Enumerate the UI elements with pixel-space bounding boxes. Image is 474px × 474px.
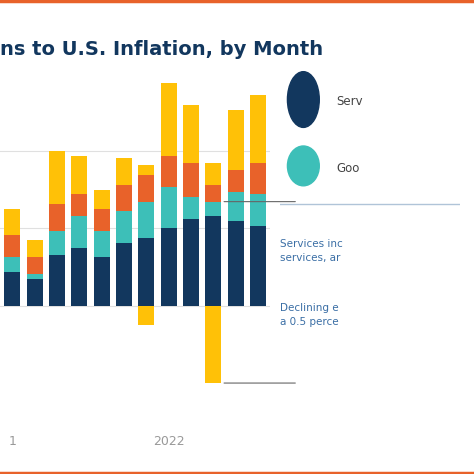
Bar bbox=[161, 83, 177, 155]
Bar bbox=[116, 158, 132, 185]
Bar bbox=[49, 151, 65, 204]
Bar bbox=[161, 155, 177, 187]
Bar bbox=[49, 231, 65, 255]
Bar bbox=[71, 247, 87, 306]
Text: Serv: Serv bbox=[337, 95, 363, 109]
Bar bbox=[4, 236, 20, 257]
Bar bbox=[71, 155, 87, 194]
Bar bbox=[27, 240, 43, 257]
Bar bbox=[93, 190, 109, 209]
Bar bbox=[138, 175, 155, 201]
Bar bbox=[205, 163, 221, 185]
Bar bbox=[228, 221, 244, 306]
Bar bbox=[71, 216, 87, 247]
Bar bbox=[71, 194, 87, 216]
Text: Declining e
a 0.5 perce: Declining e a 0.5 perce bbox=[280, 303, 338, 327]
Bar bbox=[183, 105, 199, 163]
Text: ns to U.S. Inflation, by Month: ns to U.S. Inflation, by Month bbox=[0, 40, 323, 59]
Bar bbox=[138, 165, 155, 175]
Bar bbox=[138, 306, 155, 325]
Bar bbox=[93, 257, 109, 306]
Bar bbox=[27, 257, 43, 274]
Bar bbox=[205, 201, 221, 216]
Bar bbox=[183, 163, 199, 197]
Bar bbox=[27, 274, 43, 279]
Bar bbox=[4, 257, 20, 272]
Bar bbox=[228, 109, 244, 170]
Text: Goo: Goo bbox=[337, 162, 360, 175]
Bar bbox=[138, 238, 155, 306]
Bar bbox=[205, 216, 221, 306]
Bar bbox=[205, 185, 221, 201]
Bar bbox=[161, 228, 177, 306]
Circle shape bbox=[287, 72, 319, 128]
Bar bbox=[49, 255, 65, 306]
Text: Services inc
services, ar: Services inc services, ar bbox=[280, 239, 342, 263]
Bar bbox=[161, 187, 177, 228]
Bar bbox=[228, 192, 244, 221]
Bar bbox=[250, 226, 266, 306]
Bar bbox=[116, 211, 132, 243]
Bar bbox=[27, 279, 43, 306]
Bar bbox=[116, 243, 132, 306]
Bar bbox=[205, 306, 221, 383]
Bar bbox=[250, 194, 266, 226]
Bar bbox=[116, 185, 132, 211]
Bar bbox=[183, 197, 199, 219]
Bar bbox=[4, 272, 20, 306]
Bar bbox=[93, 209, 109, 231]
Bar bbox=[4, 209, 20, 236]
Bar bbox=[228, 170, 244, 192]
Bar bbox=[250, 95, 266, 163]
Circle shape bbox=[287, 146, 319, 186]
Bar bbox=[93, 231, 109, 257]
Bar bbox=[183, 219, 199, 306]
Bar bbox=[138, 201, 155, 238]
Bar bbox=[49, 204, 65, 231]
Bar bbox=[250, 163, 266, 194]
